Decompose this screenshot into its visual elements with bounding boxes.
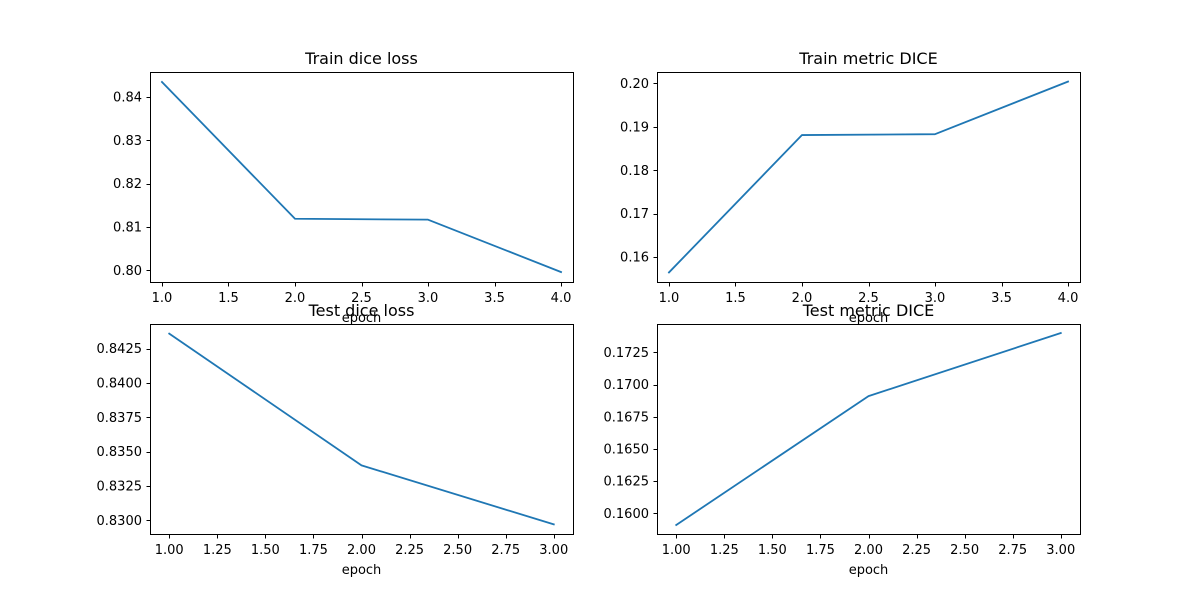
chart-title: Train dice loss	[304, 49, 418, 68]
axes-frame	[150, 324, 574, 535]
axes-frame	[657, 72, 1081, 283]
y-tick-label: 0.84	[113, 91, 142, 106]
x-tick-label: 2.5	[858, 291, 879, 306]
chart-title: Test metric DICE	[802, 301, 935, 320]
x-tick-label: 2.50	[950, 543, 979, 558]
chart-title: Test dice loss	[308, 301, 415, 320]
chart-title: Train metric DICE	[798, 49, 937, 68]
x-tick-label: 3.0	[925, 291, 946, 306]
y-tick-label: 0.20	[620, 77, 649, 92]
y-tick-label: 0.1675	[604, 410, 650, 425]
x-tick-label: 1.5	[218, 291, 239, 306]
x-tick-label: 1.75	[299, 543, 328, 558]
series-line	[167, 332, 555, 526]
x-tick-label: 1.25	[203, 543, 232, 558]
y-tick-label: 0.1600	[604, 507, 650, 522]
x-tick-label: 3.5	[484, 291, 505, 306]
x-tick-label: 2.0	[285, 291, 306, 306]
y-tick-label: 0.8350	[97, 445, 143, 460]
y-tick-label: 0.8375	[97, 411, 143, 426]
x-tick-label: 1.0	[152, 291, 173, 306]
x-tick-label: 2.5	[351, 291, 372, 306]
x-tick-label: 2.0	[792, 291, 813, 306]
y-tick-label: 0.83	[113, 134, 142, 149]
x-tick-label: 2.25	[902, 543, 931, 558]
x-tick-label: 3.00	[1046, 543, 1075, 558]
chart-panel-2: 1.0 1.5 2.0 2.5 3.0 3.5 4.0 0.16 0.17 0.18 0.19 0.2…	[620, 49, 1081, 326]
y-tick-label: 0.8425	[97, 342, 143, 357]
x-tick-label: 4.0	[1058, 291, 1079, 306]
x-axis-label: epoch	[849, 563, 889, 578]
x-tick-label: 1.50	[758, 543, 787, 558]
y-tick-label: 0.8400	[97, 377, 143, 392]
chart-panel-3: 1.00 1.25 1.50 1.75 2.00 2.25 2.50 2.75 3.00 0.83…	[97, 301, 574, 578]
x-tick-label: 1.5	[725, 291, 746, 306]
x-tick-label: 1.25	[710, 543, 739, 558]
series-line	[160, 80, 563, 274]
x-axis-label: epoch	[849, 311, 889, 326]
x-tick-label: 2.00	[854, 543, 883, 558]
x-tick-label: 2.00	[347, 543, 376, 558]
chart-panel-4: 1.00 1.25 1.50 1.75 2.00 2.25 2.50 2.75 3.00 0.16…	[604, 301, 1081, 578]
y-tick-label: 0.19	[620, 120, 649, 135]
series-line	[674, 331, 1062, 527]
x-tick-label: 1.00	[662, 543, 691, 558]
chart-panel-1: 1.0 1.5 2.0 2.5 3.0 3.5 4.0 0.80 0.81 0.82 0.83 0.8…	[113, 49, 574, 326]
y-tick-label: 0.80	[113, 264, 142, 279]
y-tick-label: 0.1650	[604, 442, 650, 457]
y-tick-label: 0.1700	[604, 378, 650, 393]
x-axis-label: epoch	[342, 563, 382, 578]
axes-frame	[657, 324, 1081, 535]
x-tick-label: 2.75	[491, 543, 520, 558]
x-tick-label: 2.75	[998, 543, 1027, 558]
y-tick-label: 0.8325	[97, 479, 143, 494]
y-tick-label: 0.17	[620, 207, 649, 222]
x-tick-label: 1.75	[806, 543, 835, 558]
x-tick-label: 1.00	[155, 543, 184, 558]
x-tick-label: 4.0	[551, 291, 572, 306]
x-tick-label: 1.50	[251, 543, 280, 558]
x-tick-label: 2.25	[395, 543, 424, 558]
y-tick-label: 0.1725	[604, 346, 650, 361]
x-axis-label: epoch	[342, 311, 382, 326]
y-tick-label: 0.1625	[604, 475, 650, 490]
y-tick-label: 0.8300	[97, 514, 143, 529]
x-tick-label: 3.0	[418, 291, 439, 306]
x-tick-label: 1.0	[659, 291, 680, 306]
y-tick-label: 0.81	[113, 221, 142, 236]
series-line	[667, 80, 1070, 274]
x-tick-label: 2.50	[443, 543, 472, 558]
x-tick-label: 3.5	[991, 291, 1012, 306]
y-tick-label: 0.18	[620, 164, 649, 179]
y-tick-label: 0.16	[620, 251, 649, 266]
y-tick-label: 0.82	[113, 177, 142, 192]
x-tick-label: 3.00	[539, 543, 568, 558]
